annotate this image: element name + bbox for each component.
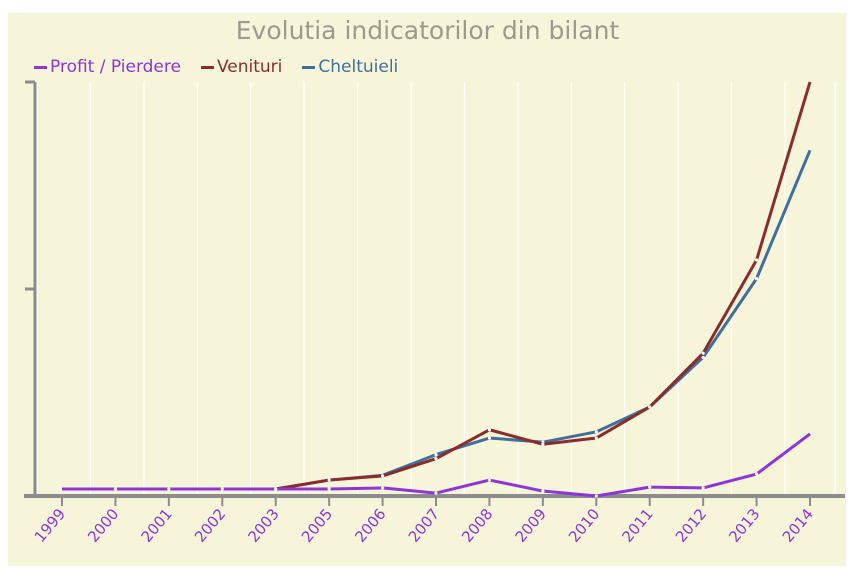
x-tick-label: 2005 bbox=[298, 505, 336, 546]
series-segment-venituri bbox=[648, 352, 705, 409]
series-segment-cheltuieli bbox=[755, 149, 812, 280]
data-point bbox=[648, 485, 652, 489]
legend-swatch bbox=[200, 65, 214, 69]
data-point bbox=[541, 442, 545, 446]
x-tick-label: 2010 bbox=[565, 505, 603, 546]
data-point bbox=[701, 486, 705, 490]
x-tick-label: 2007 bbox=[405, 505, 443, 546]
series-segment-profit-pierdere bbox=[755, 432, 811, 476]
data-point bbox=[701, 355, 705, 359]
legend-item-profit[interactable]: Profit / Pierdere bbox=[34, 57, 181, 77]
series-segment-venituri bbox=[595, 405, 651, 440]
series-segment-venituri bbox=[382, 457, 437, 478]
series-segment-profit-pierdere bbox=[435, 478, 490, 495]
data-point bbox=[327, 478, 331, 482]
data-point bbox=[487, 478, 492, 482]
data-point bbox=[220, 487, 224, 491]
x-tick-label: 2001 bbox=[138, 505, 176, 546]
x-tick-label: 1999 bbox=[31, 505, 69, 546]
series-segment-profit-pierdere bbox=[542, 489, 597, 498]
series-segment-venituri bbox=[755, 81, 812, 261]
data-point bbox=[380, 486, 385, 490]
legend-label: Cheltuieli bbox=[318, 57, 399, 77]
legend-item-cheltuieli[interactable]: Cheltuieli bbox=[302, 57, 398, 77]
data-point bbox=[113, 487, 118, 491]
chart-panel bbox=[8, 13, 846, 566]
series-segment-profit-pierdere bbox=[489, 478, 544, 493]
chart-title: Evolutia indicatorilor din bilant bbox=[235, 16, 620, 45]
x-tick-label: 2003 bbox=[244, 505, 282, 546]
x-tick-label: 2011 bbox=[618, 505, 656, 546]
x-tick-label: 2002 bbox=[191, 505, 229, 546]
data-point bbox=[754, 472, 759, 476]
x-tick-label: 2009 bbox=[512, 505, 550, 546]
series-segment-venituri bbox=[489, 428, 544, 446]
data-point bbox=[487, 436, 492, 440]
series-segment-profit-pierdere bbox=[702, 472, 757, 490]
series-segment-profit-pierdere bbox=[596, 485, 650, 498]
data-point bbox=[434, 491, 438, 495]
series-segment-venituri bbox=[329, 474, 383, 482]
data-point bbox=[754, 258, 759, 262]
series-segment-venituri bbox=[701, 259, 758, 354]
series-segment-cheltuieli bbox=[435, 436, 490, 457]
series-segment-cheltuieli bbox=[542, 430, 597, 444]
data-point bbox=[167, 487, 171, 491]
data-point bbox=[274, 487, 278, 491]
series-segment-profit-pierdere bbox=[382, 486, 437, 495]
x-tick-label: 2013 bbox=[725, 505, 763, 546]
series-segment-venituri bbox=[435, 428, 491, 461]
data-point bbox=[701, 351, 705, 355]
legend-swatch bbox=[302, 65, 316, 69]
data-point bbox=[594, 436, 598, 440]
x-tick-label: 2006 bbox=[351, 505, 389, 546]
data-point bbox=[594, 430, 598, 434]
legend-item-venituri[interactable]: Venituri bbox=[200, 57, 283, 77]
x-tick-label: 2000 bbox=[84, 505, 122, 546]
data-point bbox=[648, 405, 652, 409]
legend-swatch bbox=[34, 65, 47, 69]
data-point bbox=[434, 457, 438, 461]
series-segment-profit-pierdere bbox=[329, 486, 383, 491]
legend-label: Venituri bbox=[216, 57, 283, 77]
data-point bbox=[594, 494, 598, 498]
data-point bbox=[327, 487, 331, 491]
x-tick-label: 2012 bbox=[672, 505, 710, 546]
series-segment-venituri bbox=[542, 436, 597, 446]
series-segment-profit-pierdere bbox=[649, 485, 704, 490]
series-segment-cheltuieli bbox=[701, 277, 758, 359]
data-point bbox=[754, 277, 759, 281]
data-point bbox=[380, 474, 385, 478]
data-point bbox=[541, 489, 545, 493]
data-point bbox=[434, 453, 438, 457]
legend: Profit / Pierdere Venituri Cheltuieli bbox=[34, 57, 398, 77]
x-tick-label: 2014 bbox=[779, 505, 817, 546]
legend-label: Profit / Pierdere bbox=[50, 57, 181, 77]
data-point bbox=[487, 428, 492, 432]
x-tick-label: 2008 bbox=[458, 505, 496, 546]
